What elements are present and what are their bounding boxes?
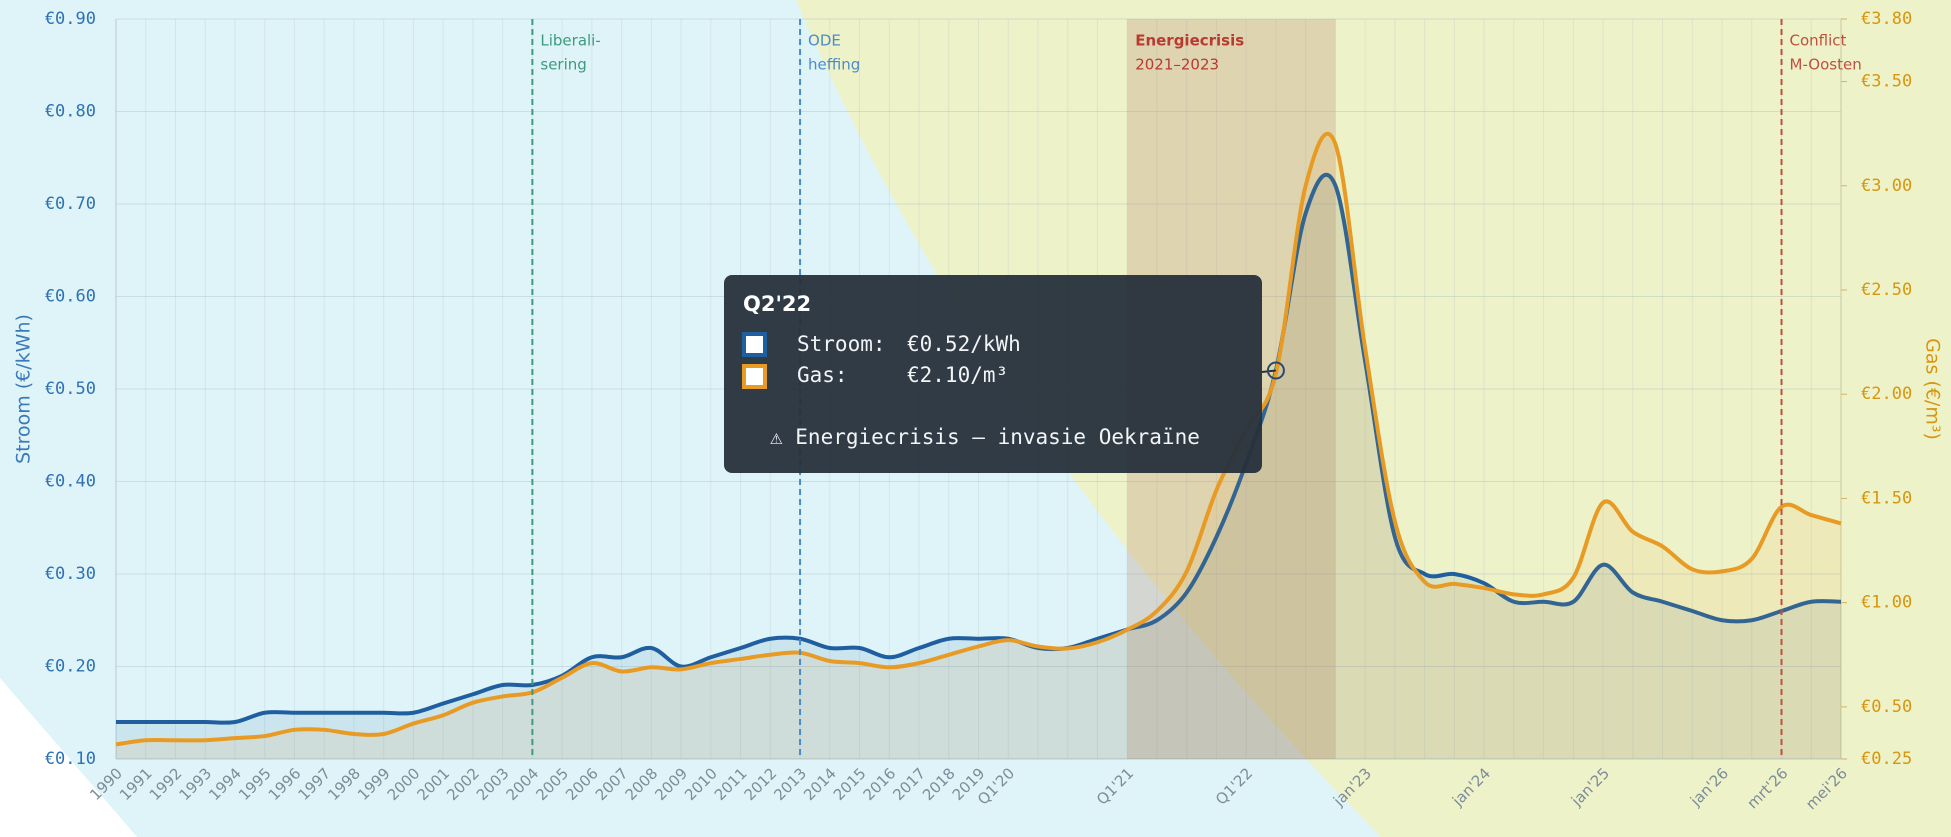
line (115, 131, 1842, 747)
y2-tick-label: €1.50 (1861, 488, 1912, 508)
y2-tick-label: €2.00 (1861, 384, 1912, 404)
hover-marker (1266, 361, 1285, 380)
y-tick-label: €0.30 (45, 564, 96, 584)
y-tick-label: €0.70 (45, 194, 96, 214)
tooltip-box (724, 275, 1262, 473)
y2-tick-label: €2.50 (1861, 280, 1912, 300)
annotation-label: M-Oosten (1790, 56, 1862, 74)
annotation-label: Conflict (1790, 32, 1847, 50)
y-tick-label: €0.10 (45, 749, 96, 769)
annotation-label: 2021–2023 (1135, 56, 1219, 74)
y-tick-label: €0.90 (45, 9, 96, 29)
tooltip-title: Q2'22 (743, 292, 811, 316)
tooltip-swatch (742, 364, 767, 389)
y-tick-label: €0.60 (45, 287, 96, 307)
tooltip: Q2'22 Stroom: €0.52/kWh Gas: €2.10/m³ ⚠ … (724, 275, 1262, 473)
annotation-label: sering (540, 56, 586, 74)
tooltip-label: Gas: (797, 363, 848, 387)
y2-tick-label: €3.50 (1861, 72, 1912, 92)
y-axis-title: Stroom (€/kWh) (13, 314, 35, 464)
y2-tick-label: €3.80 (1861, 9, 1912, 29)
annotation-label: Liberali- (540, 32, 600, 50)
hover-connector (1261, 369, 1277, 373)
tooltip-value: €0.52/kWh (907, 332, 1021, 356)
tooltip-note: ⚠ Energiecrisis — invasie Oekraïne (770, 425, 1200, 449)
tooltip-swatch (742, 332, 767, 357)
y2-tick-label: €0.50 (1861, 697, 1912, 717)
tooltip-label: Stroom: (797, 332, 886, 356)
annotation-label: Energiecrisis (1135, 32, 1244, 50)
y2-tick-label: €3.00 (1861, 176, 1912, 196)
background-corner (0, 678, 137, 837)
area (116, 174, 1841, 759)
tooltip-value: €2.10/m³ (907, 363, 1008, 387)
y-tick-label: €0.50 (45, 379, 96, 399)
area (116, 133, 1841, 759)
y2-tick-label: €0.25 (1861, 749, 1912, 769)
y-tick-label: €0.80 (45, 102, 96, 122)
y-tick-label: €0.40 (45, 472, 96, 492)
annotation-label: heffing (808, 56, 860, 74)
y2-axis-title: Gas (€/m³) (1922, 338, 1944, 440)
y-tick-label: €0.20 (45, 657, 96, 677)
annotation-label: ODE (808, 32, 841, 50)
y2-tick-label: €1.00 (1861, 593, 1912, 613)
